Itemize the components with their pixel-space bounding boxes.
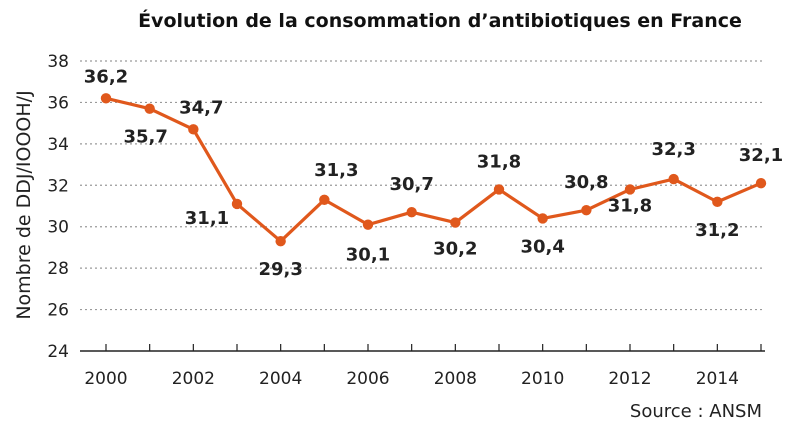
x-tick-label: 2000 [84, 369, 127, 389]
data-point [755, 178, 767, 189]
y-tick-label: 32 [47, 176, 69, 196]
data-label: 36,2 [84, 66, 128, 87]
data-label: 31,3 [314, 160, 358, 181]
data-points [100, 93, 767, 247]
x-axis: 2000 2002 2004 2006 2008 2010 2012 2014 [80, 344, 765, 389]
data-label: 34,7 [179, 97, 223, 118]
y-axis-label: Nombre de DDJ/IOOOH/J [13, 90, 35, 319]
data-label: 31,2 [695, 220, 739, 241]
data-point [144, 103, 155, 114]
data-point [275, 236, 286, 247]
y-tick-labels: 24 26 28 30 32 34 36 38 [47, 52, 69, 362]
data-labels: 36,2 35,7 34,7 31,1 29,3 31,3 30,1 30,7 30,2 31,8… [84, 66, 783, 280]
data-point [450, 217, 461, 228]
data-label: 30,1 [346, 245, 390, 266]
data-point [712, 196, 723, 208]
x-tick-label: 2012 [608, 369, 651, 389]
data-label: 29,3 [258, 259, 302, 280]
data-label: 31,8 [608, 195, 652, 216]
x-tick-label: 2008 [434, 369, 477, 389]
y-tick-label: 34 [47, 135, 69, 155]
data-point [581, 204, 592, 216]
data-label: 30,7 [389, 174, 433, 195]
x-tick-label: 2002 [172, 369, 215, 389]
data-point [319, 194, 330, 205]
data-label: 30,4 [520, 236, 564, 257]
x-tick-label: 2006 [346, 369, 389, 389]
x-tick-label: 2014 [696, 369, 739, 389]
data-point [624, 184, 636, 195]
data-point [493, 184, 505, 195]
data-point [188, 124, 199, 135]
data-label: 31,1 [185, 208, 229, 229]
y-tick-label: 26 [47, 301, 69, 321]
y-tick-label: 24 [47, 342, 69, 362]
data-label: 30,2 [433, 239, 477, 260]
data-label: 32,3 [651, 139, 695, 160]
data-point [100, 93, 112, 104]
x-tick-label: 2004 [259, 369, 302, 389]
data-label: 31,8 [477, 151, 521, 172]
x-tick-label: 2010 [521, 369, 564, 389]
data-point [362, 219, 374, 230]
data-point [668, 173, 679, 185]
data-label: 30,8 [564, 172, 608, 193]
data-point [537, 213, 548, 224]
y-tick-label: 28 [47, 259, 69, 279]
y-tick-label: 36 [47, 93, 69, 113]
data-point [406, 207, 417, 218]
data-label: 32,1 [739, 145, 783, 166]
y-tick-label: 30 [47, 218, 69, 238]
chart-title: Évolution de la consommation d’antibioti… [138, 9, 742, 32]
series-line [105, 96, 762, 243]
series-line-path [105, 96, 762, 243]
data-label: 35,7 [123, 127, 167, 148]
data-point [231, 198, 243, 210]
source-note: Source : ANSM [630, 401, 762, 422]
y-tick-label: 38 [47, 52, 69, 72]
